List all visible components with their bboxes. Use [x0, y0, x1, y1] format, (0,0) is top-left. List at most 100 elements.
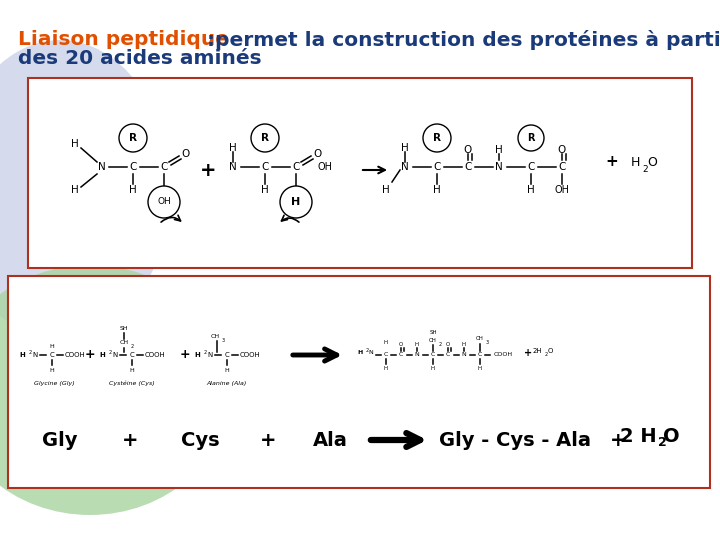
Text: CH: CH [476, 336, 484, 341]
Text: H: H [433, 185, 441, 195]
Text: N: N [207, 352, 212, 358]
Circle shape [148, 186, 180, 218]
Text: C: C [446, 353, 450, 357]
Text: +: + [85, 348, 95, 361]
Circle shape [423, 124, 451, 152]
Text: Gly: Gly [42, 430, 78, 449]
Text: O: O [547, 348, 553, 354]
Text: O: O [662, 427, 679, 446]
Text: OH: OH [157, 198, 171, 206]
Text: 2: 2 [657, 436, 667, 449]
Text: 2H: 2H [532, 348, 542, 354]
Text: H: H [225, 368, 230, 373]
Text: H: H [130, 368, 135, 373]
Text: H: H [527, 185, 535, 195]
Text: N: N [32, 352, 37, 358]
Text: R: R [527, 133, 535, 143]
Text: H: H [462, 342, 466, 348]
Text: OH: OH [318, 162, 333, 172]
Text: +: + [610, 430, 626, 449]
Text: C: C [50, 352, 55, 358]
Text: C: C [384, 353, 388, 357]
Text: O: O [181, 149, 189, 159]
Text: R: R [433, 133, 441, 143]
Text: N: N [112, 352, 117, 358]
Text: C: C [161, 162, 168, 172]
Text: O: O [464, 145, 472, 155]
Text: COOH: COOH [493, 353, 513, 357]
Text: N: N [495, 162, 503, 172]
Text: N: N [462, 353, 467, 357]
Text: H: H [431, 367, 435, 372]
Text: H: H [50, 368, 55, 373]
Text: R: R [129, 133, 137, 143]
Circle shape [119, 124, 147, 152]
Text: C: C [527, 162, 535, 172]
Text: C: C [431, 353, 435, 357]
Text: C: C [225, 352, 230, 358]
Text: +: + [180, 348, 190, 361]
Text: Alanine (Ala): Alanine (Ala) [207, 381, 247, 386]
Circle shape [518, 125, 544, 151]
Text: H: H [495, 145, 503, 155]
Text: N: N [229, 162, 237, 172]
Text: H: H [71, 185, 79, 195]
Text: Cys: Cys [181, 430, 220, 449]
Text: C: C [558, 162, 566, 172]
Text: H: H [229, 143, 237, 153]
Text: 2: 2 [544, 352, 548, 356]
Text: +: + [524, 348, 532, 358]
Text: CH: CH [210, 334, 220, 340]
Text: H: H [19, 352, 25, 358]
Text: Glycine (Gly): Glycine (Gly) [34, 381, 74, 386]
Text: H: H [292, 197, 301, 207]
Text: +: + [199, 160, 216, 179]
Ellipse shape [0, 265, 230, 515]
Text: 2: 2 [204, 349, 207, 354]
Text: H: H [50, 345, 55, 349]
Text: H: H [415, 342, 419, 348]
Text: C: C [433, 162, 441, 172]
Text: H: H [261, 185, 269, 195]
Text: H: H [194, 352, 200, 358]
Text: OH: OH [554, 185, 570, 195]
Text: C: C [130, 352, 135, 358]
Text: +: + [606, 154, 618, 170]
Text: H: H [630, 156, 639, 168]
Text: 2: 2 [109, 349, 112, 354]
Text: C: C [464, 162, 472, 172]
Text: 2: 2 [366, 348, 369, 353]
Text: +: + [122, 430, 138, 449]
Text: N: N [98, 162, 106, 172]
Text: H: H [384, 367, 388, 372]
Text: O: O [558, 145, 566, 155]
Text: Ala: Ala [312, 430, 348, 449]
Text: H: H [129, 185, 137, 195]
Text: 2: 2 [438, 341, 441, 347]
Text: SH: SH [429, 330, 437, 335]
FancyBboxPatch shape [8, 276, 710, 488]
Text: H: H [401, 143, 409, 153]
Text: O: O [313, 149, 321, 159]
Text: Gly - Cys - Ala: Gly - Cys - Ala [439, 430, 591, 449]
Text: +: + [260, 430, 276, 449]
Text: C: C [399, 353, 403, 357]
Text: O: O [399, 342, 403, 348]
Text: O: O [647, 156, 657, 168]
Text: H: H [99, 352, 105, 358]
Text: C: C [130, 162, 137, 172]
Text: Liaison peptidique: Liaison peptidique [18, 30, 229, 49]
FancyBboxPatch shape [28, 78, 692, 268]
Text: COOH: COOH [65, 352, 86, 358]
Text: COOH: COOH [145, 352, 166, 358]
Text: C: C [292, 162, 300, 172]
Text: SH: SH [120, 327, 128, 332]
Text: 2 H: 2 H [620, 427, 657, 446]
Text: 2: 2 [28, 349, 32, 354]
Ellipse shape [0, 40, 170, 340]
Text: :permet la construction des protéines à partir: :permet la construction des protéines à … [207, 30, 720, 50]
Text: CH: CH [429, 339, 437, 343]
Circle shape [280, 186, 312, 218]
Text: H: H [357, 350, 363, 355]
Text: N: N [415, 353, 419, 357]
